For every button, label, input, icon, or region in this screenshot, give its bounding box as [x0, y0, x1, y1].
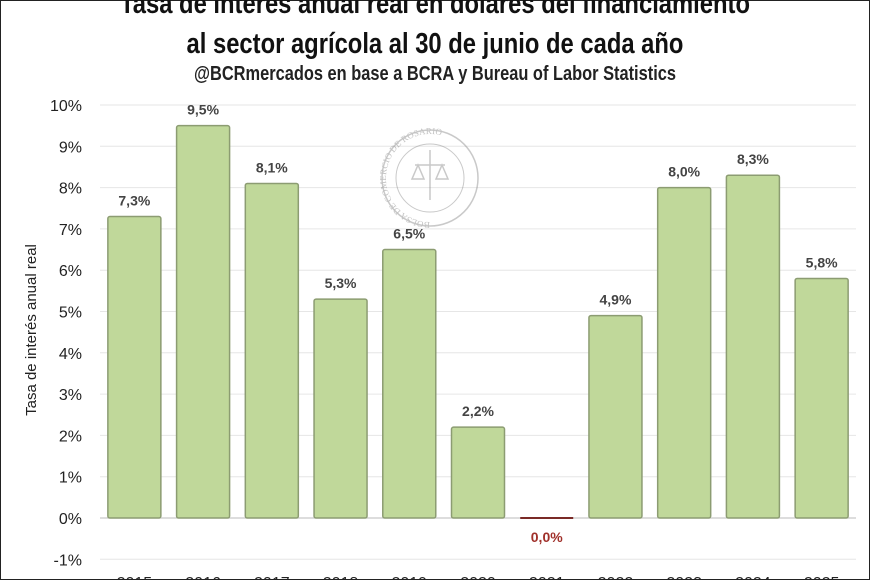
chart-title-line-1: Tasa de interés anual real en dólares de… [120, 0, 750, 20]
data-label: 5,3% [325, 275, 357, 291]
svg-text:BOLSA DE COMERCIO DE ROSARIO: BOLSA DE COMERCIO DE ROSARIO [378, 126, 443, 230]
bar [107, 215, 162, 519]
y-tick-label: 8% [59, 181, 82, 198]
data-label: 0,0% [531, 529, 563, 545]
x-tick-label: 2025 [804, 575, 840, 580]
y-tick-label: 4% [59, 346, 82, 363]
x-tick-label: 2018 [323, 575, 359, 580]
data-label: 8,1% [256, 159, 288, 175]
y-tick-label: 2% [59, 428, 82, 445]
data-label: 2,2% [462, 403, 494, 419]
x-tick-label: 2024 [735, 575, 771, 580]
x-tick-label: 2022 [598, 575, 634, 580]
y-tick-label: 5% [59, 305, 82, 322]
data-label: 8,0% [668, 164, 700, 180]
bar [313, 298, 368, 519]
data-label: 7,3% [118, 193, 150, 209]
y-tick-label: 1% [59, 470, 82, 487]
data-label: 9,5% [187, 102, 219, 118]
y-tick-label: 6% [59, 263, 82, 280]
chart-title-line-2: al sector agrícola al 30 de junio de cad… [186, 28, 684, 60]
y-tick-label: 7% [59, 222, 82, 239]
x-tick-label: 2023 [666, 575, 702, 580]
bar [175, 124, 231, 519]
x-tick-label: 2020 [460, 575, 496, 580]
bar [725, 174, 781, 519]
x-tick-label: 2021 [529, 575, 565, 580]
x-tick-label: 2016 [185, 575, 221, 580]
y-axis-label: Tasa de interés anual real [23, 244, 40, 416]
data-label: 8,3% [737, 151, 769, 167]
y-tick-label: 9% [59, 139, 82, 156]
bcr-seal-watermark-icon: BOLSA DE COMERCIO DE ROSARIO [378, 126, 479, 230]
y-tick-label: 10% [50, 98, 82, 115]
y-tick-label: 3% [59, 387, 82, 404]
chart-subtitle: @BCRmercados en base a BCRA y Bureau of … [193, 63, 677, 85]
bar [588, 314, 643, 519]
data-label: 5,8% [806, 254, 838, 270]
data-label: 4,9% [599, 292, 631, 308]
y-tick-label: 0% [59, 511, 82, 528]
y-tick-label: -1% [54, 552, 82, 569]
bar [450, 426, 506, 519]
x-tick-label: 2019 [391, 575, 427, 580]
x-tick-label: 2017 [254, 575, 290, 580]
bar [382, 248, 437, 519]
bar [656, 186, 712, 519]
data-label: 6,5% [393, 226, 425, 242]
bar [244, 182, 300, 519]
bar [794, 277, 849, 519]
x-tick-label: 2015 [117, 575, 153, 580]
